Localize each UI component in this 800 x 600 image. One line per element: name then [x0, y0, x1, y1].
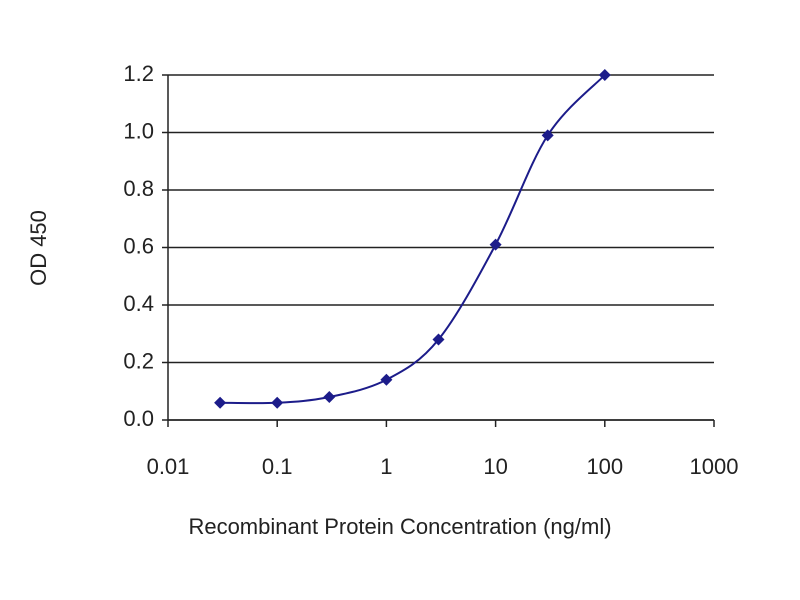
x-tick-label: 1	[380, 454, 392, 479]
y-axis-title: OD 450	[26, 210, 51, 286]
data-point	[214, 396, 227, 409]
series-line	[220, 74, 606, 405]
data-point	[489, 238, 502, 251]
data-point	[323, 391, 336, 403]
x-axis-title: Recombinant Protein Concentration (ng/ml…	[188, 514, 611, 539]
y-tick-label: 0.8	[123, 176, 154, 201]
x-tick-label: 10	[483, 454, 507, 479]
y-tick-label: 1.0	[123, 118, 154, 143]
y-tick-label: 0.2	[123, 348, 154, 373]
x-tick-label: 1000	[690, 454, 739, 479]
x-tick-label: 100	[586, 454, 623, 479]
y-tick-label: 0.0	[123, 406, 154, 431]
y-tick-label: 1.2	[123, 61, 154, 86]
y-tick-label: 0.4	[123, 291, 154, 316]
data-point	[271, 396, 284, 409]
data-point	[432, 333, 445, 346]
data-point	[598, 69, 611, 81]
x-tick-label: 0.1	[262, 454, 293, 479]
x-tick-label: 0.01	[147, 454, 190, 479]
data-point	[380, 373, 393, 386]
y-tick-label: 0.6	[123, 233, 154, 258]
data-point	[541, 129, 554, 142]
